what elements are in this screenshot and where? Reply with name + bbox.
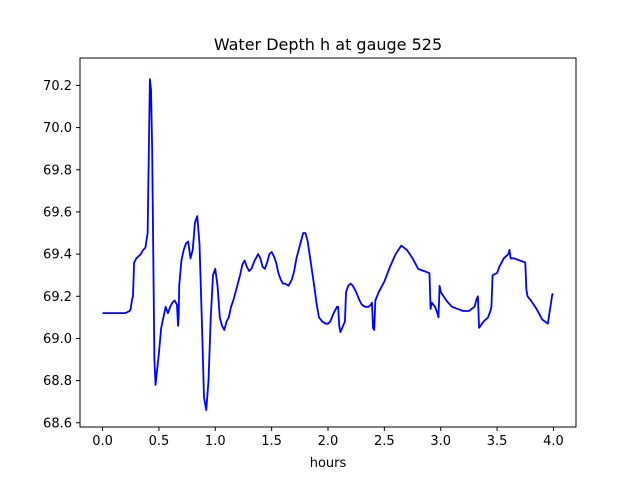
y-tick-label: 68.6 (43, 416, 72, 431)
plot-frame (79, 57, 577, 428)
y-tick-label: 69.6 (43, 205, 72, 220)
x-tick-label: 4.0 (543, 434, 564, 449)
x-tick-label: 0.0 (92, 434, 113, 449)
x-tick-label: 2.0 (318, 434, 339, 449)
x-axis: 0.0 0.5 1.0 1.5 2.0 2.5 3.0 3.5 4.0 (92, 427, 564, 449)
y-tick-label: 69.2 (43, 290, 72, 305)
y-tick-label: 70.2 (43, 79, 72, 94)
x-tick-label: 0.5 (149, 434, 170, 449)
x-tick-label: 3.0 (430, 434, 451, 449)
x-tick-label: 1.0 (205, 434, 226, 449)
x-tick-label: 3.5 (487, 434, 508, 449)
x-tick-label: 2.5 (374, 434, 395, 449)
series-line (102, 78, 554, 412)
y-tick-label: 69.0 (43, 332, 72, 347)
plot-area (80, 58, 576, 427)
chart-title: Water Depth h at gauge 525 (214, 35, 442, 54)
x-axis-label: hours (310, 456, 347, 471)
series-layer (102, 78, 554, 412)
y-axis: 68.6 68.8 69.0 69.2 69.4 69.6 69.8 70.0 70.2 (43, 79, 80, 431)
y-tick-label: 69.8 (43, 163, 72, 178)
y-tick-label: 70.0 (43, 121, 72, 136)
y-tick-label: 68.8 (43, 374, 72, 389)
x-tick-label: 1.5 (261, 434, 282, 449)
y-tick-label: 69.4 (43, 248, 72, 263)
